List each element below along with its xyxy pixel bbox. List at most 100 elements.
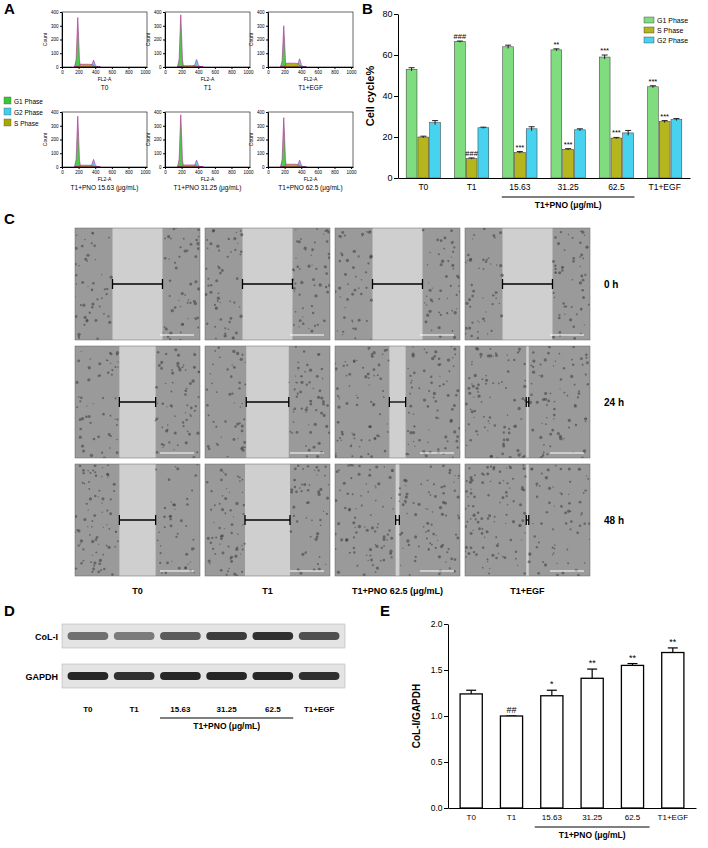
cell-texture <box>232 350 235 353</box>
cell-texture <box>190 561 191 562</box>
cell-texture <box>191 489 193 491</box>
cell-texture <box>197 287 200 290</box>
cell-texture <box>433 396 435 398</box>
cell-texture <box>470 532 473 535</box>
cell-texture <box>371 353 373 355</box>
tick-label: 300 <box>51 24 59 29</box>
cell-texture <box>155 386 158 389</box>
cell-texture <box>501 496 504 499</box>
wound-image <box>74 227 201 341</box>
cell-texture <box>314 242 316 244</box>
cell-texture <box>342 254 343 255</box>
cell-texture <box>338 286 341 289</box>
y-axis: 0100200300400 <box>257 110 269 170</box>
cell-texture <box>355 276 357 278</box>
cell-texture <box>107 315 109 317</box>
cell-texture <box>357 565 359 567</box>
cell-texture <box>447 260 449 262</box>
cell-texture <box>450 420 453 423</box>
error-cap <box>529 126 535 127</box>
tick-mark <box>231 67 232 69</box>
cell-texture <box>221 552 224 555</box>
cell-texture <box>240 233 243 236</box>
cell-texture <box>359 446 361 448</box>
cell-texture <box>450 558 453 561</box>
cell-texture <box>448 472 451 475</box>
wound-measure-end <box>242 279 243 289</box>
cell-texture <box>364 526 366 528</box>
tick-label: 200 <box>154 137 162 142</box>
cell-texture <box>365 287 367 289</box>
tick: T1 <box>467 182 477 192</box>
cell-texture <box>580 333 582 335</box>
cell-texture <box>296 431 299 434</box>
cell-texture <box>431 524 433 526</box>
cell-texture <box>337 421 340 424</box>
cell-texture <box>481 378 483 380</box>
cell-texture <box>190 243 193 246</box>
cell-texture <box>546 453 548 455</box>
cell-texture <box>84 239 86 241</box>
cell-texture <box>444 237 447 240</box>
cell-texture <box>183 425 185 427</box>
error-cap <box>577 128 583 129</box>
cell-texture <box>76 235 78 237</box>
cell-texture <box>294 291 295 292</box>
cell-texture <box>294 283 296 285</box>
cell-texture <box>230 532 232 534</box>
cell-texture <box>546 417 548 419</box>
histogram-area <box>177 59 203 67</box>
cell-texture <box>546 404 548 406</box>
cell-texture <box>226 368 228 370</box>
cell-texture <box>532 366 534 368</box>
cell-texture <box>434 355 437 358</box>
cell-texture <box>499 470 502 473</box>
cell-texture <box>176 467 179 470</box>
cell-texture <box>101 274 102 275</box>
cell-texture <box>366 529 369 532</box>
cell-texture <box>233 572 236 575</box>
cell-texture <box>447 298 448 299</box>
figure: A020040060080010000100200300400FL2-ACoun… <box>0 0 708 848</box>
cell-texture <box>472 530 473 531</box>
cell-texture <box>375 500 377 502</box>
cell-texture <box>499 303 501 305</box>
cell-texture <box>434 495 437 498</box>
tick-mark <box>145 167 146 169</box>
cell-texture <box>406 539 409 542</box>
wound-image <box>204 228 331 340</box>
cell-texture <box>244 543 246 545</box>
tick: 31.25 <box>557 182 579 192</box>
cell-texture <box>438 573 441 576</box>
cell-texture <box>505 514 507 516</box>
cell-texture <box>169 515 171 517</box>
cell-texture <box>103 568 106 571</box>
cell-texture <box>384 450 387 453</box>
cell-texture <box>376 566 379 569</box>
cell-texture <box>160 367 163 370</box>
cell-texture <box>512 520 515 523</box>
cell-texture <box>404 479 407 482</box>
cell-texture <box>108 237 110 239</box>
cell-texture <box>293 479 295 481</box>
cell-texture <box>173 228 176 230</box>
cell-texture <box>228 328 230 330</box>
cell-texture <box>456 389 459 392</box>
cell-texture <box>579 525 581 527</box>
cell-texture <box>485 379 488 382</box>
tick-mark <box>266 53 268 54</box>
cell-texture <box>433 392 436 395</box>
cell-texture <box>585 373 587 375</box>
cell-texture <box>367 453 369 455</box>
cell-texture <box>337 440 339 442</box>
cell-texture <box>79 465 82 468</box>
tick-label: 200 <box>51 137 59 142</box>
cell-texture <box>486 259 488 261</box>
tick-label: 200 <box>281 70 289 75</box>
error-bar <box>604 55 605 59</box>
tick: 600 <box>315 67 323 75</box>
cell-texture <box>190 407 193 410</box>
cell-texture <box>304 247 307 250</box>
cell-texture <box>208 447 211 450</box>
cell-texture <box>474 417 475 418</box>
